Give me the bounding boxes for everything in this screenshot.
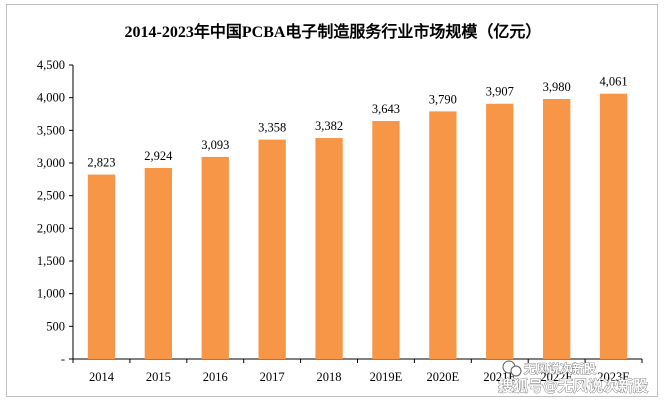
x-tick-label-2022E: 2022E — [540, 370, 573, 384]
data-label-2022E: 3,980 — [543, 80, 571, 94]
x-tick-label-2017: 2017 — [260, 370, 285, 384]
watermark: 无风说次新股 搜狐号@无风说次新股 — [498, 360, 649, 395]
data-label-2015: 2,924 — [144, 149, 173, 163]
y-tick-label: 500 — [46, 319, 65, 333]
bar-2021E — [486, 103, 514, 359]
data-label-2014: 2,823 — [87, 156, 115, 170]
y-tick-label: 2,000 — [37, 221, 65, 235]
bar-2020E — [429, 111, 457, 360]
y-tick-label: 1,500 — [37, 254, 65, 268]
data-label-2016: 3,093 — [201, 138, 229, 152]
bar-2017 — [258, 139, 286, 359]
bar-2014 — [87, 174, 116, 359]
data-label-2018: 3,382 — [315, 119, 343, 133]
bar-2015 — [144, 167, 173, 359]
x-axis: 2014 2015 2016 2017 2018 2019E 2020E 2021E 2022E… — [72, 358, 643, 384]
x-tick-label-2021E: 2021E — [483, 370, 516, 384]
y-tick-label: 3,000 — [37, 156, 65, 170]
bar-2018 — [315, 138, 343, 359]
x-tick-label-2016: 2016 — [203, 370, 228, 384]
y-tick-label: 4,000 — [37, 91, 65, 105]
y-tick-label: 1,000 — [37, 287, 65, 301]
bar-2023E — [599, 93, 628, 359]
y-tick-label: 4,500 — [37, 58, 65, 72]
data-label-2020E: 3,790 — [429, 92, 457, 106]
x-tick-label-2023E: 2023E — [597, 370, 630, 384]
x-tick-label-2015: 2015 — [146, 370, 171, 384]
x-tick-label-2018: 2018 — [317, 370, 342, 384]
chart-title: 2014-2023年中国PCBA电子制造服务行业市场规模（亿元） — [125, 22, 542, 41]
watermark-top-text: 无风说次新股 — [523, 361, 597, 376]
data-label-2019E: 3,643 — [372, 102, 400, 116]
wechat-icon-small — [510, 365, 522, 377]
y-tick-label: - — [61, 352, 65, 366]
watermark-bottom-text: 搜狐号@无风说次新股 — [498, 377, 649, 395]
bar-2016 — [201, 156, 229, 359]
x-tick-label-2020E: 2020E — [427, 370, 460, 384]
bars-group — [87, 93, 628, 360]
x-tick-label-2014: 2014 — [89, 370, 115, 384]
y-axis: - 500 1,000 1,500 2,000 2,500 3,000 3,500 4,000 4… — [37, 58, 74, 366]
y-tick-label: 3,500 — [37, 123, 65, 137]
bar-2022E — [542, 98, 571, 360]
data-label-2017: 3,358 — [258, 121, 286, 135]
y-tick-label: 2,500 — [37, 189, 65, 203]
value-labels-group: 2,823 2,924 3,093 3,358 3,382 3,643 3,790 3,907… — [87, 75, 627, 170]
bar-2019E — [372, 120, 400, 360]
data-label-2023E: 4,061 — [599, 75, 627, 89]
x-tick-label-2019E: 2019E — [370, 370, 403, 384]
data-label-2021E: 3,907 — [486, 85, 514, 99]
